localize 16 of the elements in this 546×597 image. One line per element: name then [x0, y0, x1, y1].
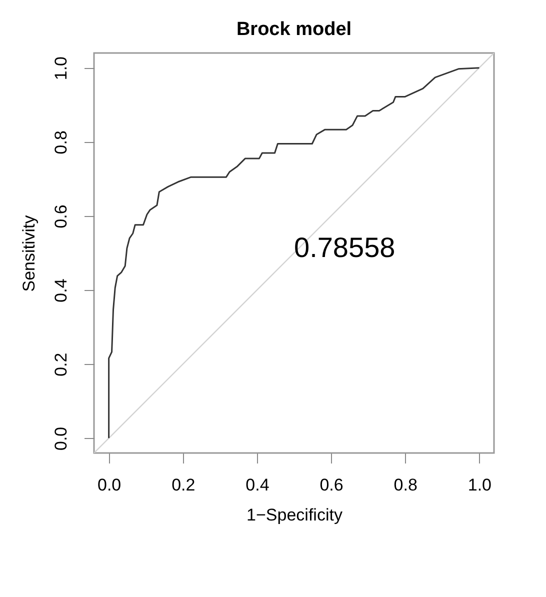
x-axis-title: 1−Specificity [246, 506, 343, 524]
y-axis-title: Sensitivity [20, 214, 38, 292]
x-tick-label: 0.8 [394, 476, 418, 494]
y-tick-label: 0.6 [52, 204, 70, 228]
annotation: 0.78558 [294, 232, 396, 263]
y-tick-label: 1.0 [52, 56, 70, 80]
x-tick-label: 1.0 [468, 476, 492, 494]
x-tick-label: 0.0 [97, 476, 122, 494]
x-tick-label: 0.4 [246, 476, 270, 494]
y-tick-label: 0.2 [52, 352, 70, 376]
y-tick-label: 0.0 [52, 426, 70, 451]
chart-title: Brock model [236, 19, 352, 40]
y-tick-label: 0.8 [52, 130, 70, 154]
x-tick-label: 0.6 [320, 476, 344, 494]
x-tick-label: 0.2 [172, 476, 196, 494]
y-tick-label: 0.4 [52, 278, 70, 302]
